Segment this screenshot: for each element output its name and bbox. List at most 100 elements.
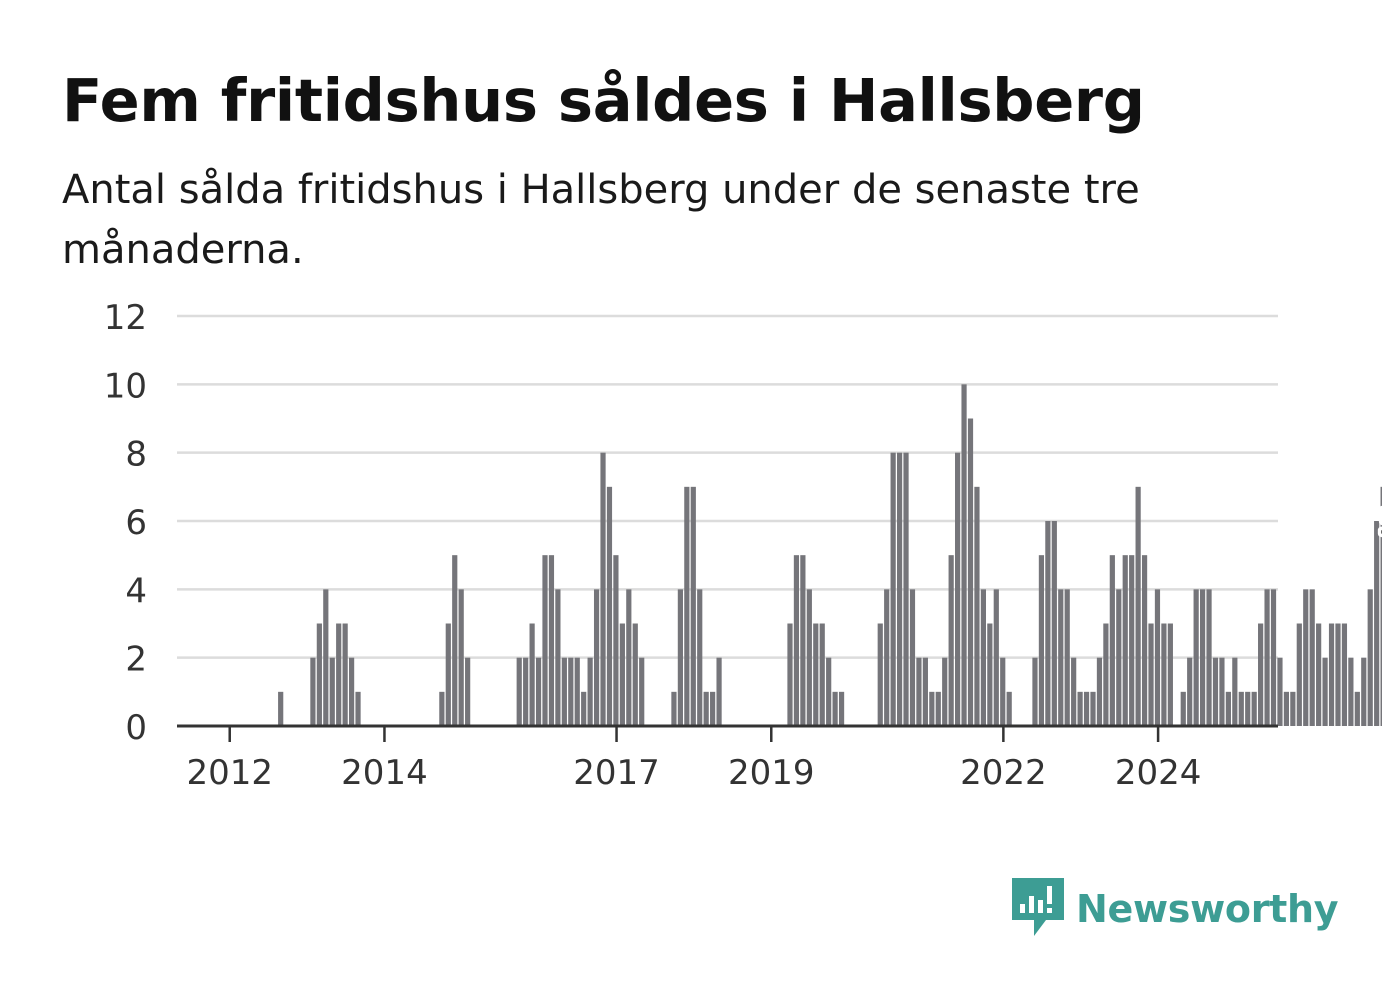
bar xyxy=(316,623,322,726)
bar xyxy=(348,657,355,726)
bar xyxy=(1283,691,1290,726)
bar xyxy=(342,623,348,726)
bar xyxy=(632,623,638,726)
bar xyxy=(555,589,561,726)
bar xyxy=(1180,691,1186,726)
bar xyxy=(278,691,284,726)
bar xyxy=(329,657,335,726)
bar xyxy=(1083,691,1090,726)
bar xyxy=(710,691,716,726)
bar xyxy=(1096,657,1103,726)
bar xyxy=(1328,623,1335,726)
bar xyxy=(1322,657,1328,726)
brand-name: Newsworthy xyxy=(1076,887,1339,931)
bar xyxy=(452,555,458,726)
bar xyxy=(1354,691,1360,726)
bar xyxy=(445,623,451,726)
x-tick-label: 2012 xyxy=(186,753,273,793)
bar xyxy=(1245,691,1251,726)
bar xyxy=(465,657,471,726)
bar xyxy=(1038,555,1045,726)
bar xyxy=(716,657,722,726)
bar xyxy=(1051,521,1057,726)
bar xyxy=(439,691,445,726)
bar xyxy=(548,555,555,726)
bar xyxy=(793,555,800,726)
y-tick-label: 0 xyxy=(125,708,147,748)
bar xyxy=(832,691,838,726)
bar xyxy=(310,657,316,726)
bar xyxy=(1064,589,1070,726)
bar xyxy=(800,555,806,726)
bar xyxy=(813,623,819,726)
bar xyxy=(1077,691,1083,726)
bar xyxy=(980,589,986,726)
bar xyxy=(1380,486,1382,726)
bar xyxy=(677,589,683,726)
bar xyxy=(1303,589,1309,726)
bar xyxy=(684,486,690,726)
bar xyxy=(819,623,825,726)
bar xyxy=(1109,555,1115,726)
bar xyxy=(1270,589,1277,726)
bar xyxy=(935,691,941,726)
bar xyxy=(1058,589,1064,726)
bar xyxy=(568,657,574,726)
bar xyxy=(1129,555,1135,726)
bar xyxy=(1238,691,1244,726)
bar xyxy=(1341,623,1348,726)
bar xyxy=(606,486,613,726)
bar xyxy=(355,691,361,726)
bar xyxy=(1264,589,1270,726)
bar xyxy=(929,691,935,726)
bar xyxy=(1090,691,1096,726)
bar xyxy=(1219,657,1225,726)
bar xyxy=(955,452,961,726)
bar xyxy=(1206,589,1212,726)
chart-title: Fem fritidshus såldes i Hallsberg xyxy=(62,66,1145,135)
bar xyxy=(1348,657,1354,726)
bar xyxy=(639,657,645,726)
y-tick-label: 6 xyxy=(125,503,147,543)
y-tick-label: 12 xyxy=(104,298,147,338)
bar xyxy=(1141,555,1148,726)
bar xyxy=(1225,691,1231,726)
bar xyxy=(523,657,529,726)
bar xyxy=(1277,657,1283,726)
bar xyxy=(916,657,922,726)
bar xyxy=(961,384,967,726)
bar xyxy=(993,589,999,726)
bar xyxy=(1116,589,1122,726)
bar xyxy=(1296,623,1302,726)
bar xyxy=(1000,657,1006,726)
bar xyxy=(516,657,522,726)
bar xyxy=(942,657,948,726)
y-tick-label: 4 xyxy=(125,571,147,611)
bar xyxy=(529,623,535,726)
bar xyxy=(1316,623,1322,726)
bar xyxy=(1135,486,1141,726)
bar xyxy=(922,657,928,726)
bar xyxy=(561,657,567,726)
bar xyxy=(613,555,619,726)
bar xyxy=(1006,691,1012,726)
bar xyxy=(890,452,896,726)
newsworthy-logo: Newsworthy xyxy=(1012,878,1339,940)
x-tick-label: 2019 xyxy=(728,753,815,793)
bar xyxy=(948,555,954,726)
bar xyxy=(703,691,709,726)
bar xyxy=(671,691,677,726)
bar xyxy=(1251,691,1257,726)
bar xyxy=(884,589,890,726)
bar xyxy=(826,657,832,726)
bar xyxy=(458,589,464,726)
chart-subtitle: Antal sålda fritidshus i Hallsberg under… xyxy=(62,167,1140,273)
bar xyxy=(1193,589,1199,726)
bar xyxy=(987,623,993,726)
bar xyxy=(542,555,548,726)
bar xyxy=(1148,623,1154,726)
bar xyxy=(619,623,625,726)
x-tick-label: 2024 xyxy=(1115,753,1202,793)
highlight-value-label: 5 xyxy=(1379,503,1382,543)
